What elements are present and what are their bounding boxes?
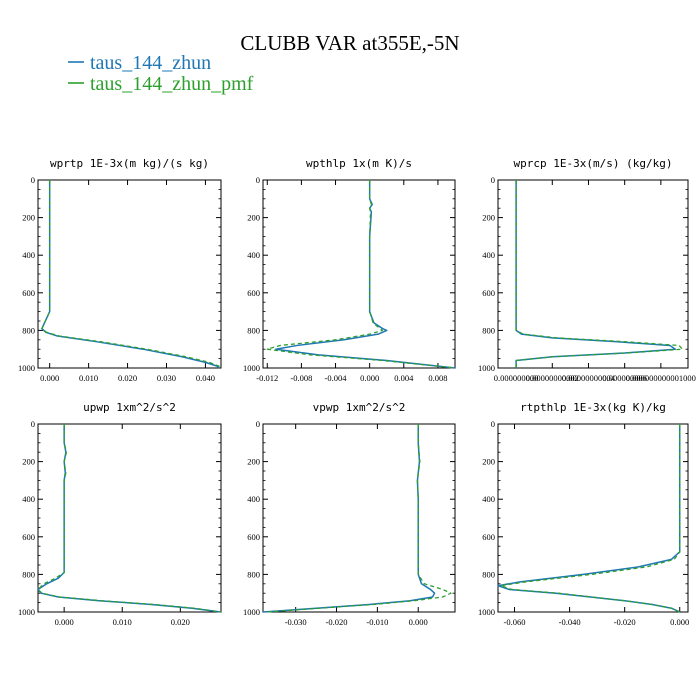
panel-2-ytick-label-2: 400 [482, 250, 495, 260]
panel-0-series-0 [41, 180, 220, 369]
panel-3-ytick-label-2: 400 [22, 494, 35, 504]
panel-1-xtick-label-3: 0.000 [360, 373, 379, 383]
panel-5-xtick-label-2: -0.020 [614, 617, 636, 627]
panel-1-xtick-label-2: -0.004 [325, 373, 348, 383]
panel-5-ytick-label-4: 800 [482, 569, 495, 579]
panel-0-title: wprtp 1E-3x(m kg)/(s kg) [50, 157, 209, 170]
panel-1: wpthlp 1x(m K)/s 0 200 400 600 800 1000-0.012 -… [243, 157, 456, 383]
panel-0-ytick-label-1: 200 [22, 213, 35, 223]
panel-4-ytick-label-0: 0 [256, 419, 260, 429]
panel-4-xtick-label-1: -0.020 [326, 617, 348, 627]
panel-0-series-1 [41, 180, 221, 369]
panel-4-xtick-label-2: -0.010 [366, 617, 388, 627]
panel-2-xtick-label-0: 0.000000000 [494, 373, 539, 383]
panel-5-series-1 [500, 424, 681, 613]
panel-2-ytick-label-5: 1000 [478, 363, 495, 373]
panel-3-series-1 [37, 424, 222, 613]
panel-3-ytick-label-4: 800 [22, 569, 35, 579]
panel-2-xtick-label-1: 0.00000000002 [526, 373, 579, 383]
panel-1-xtick-label-0: -0.012 [256, 373, 278, 383]
legend-label-0: taus_144_zhun [90, 52, 211, 74]
panel-2-ytick-label-1: 200 [482, 213, 495, 223]
panel-4-xtick-label-3: 0.000 [409, 617, 428, 627]
panel-2: wprcp 1E-3x(m/s) (kg/kg) 0 200 400 600 800 100… [478, 157, 696, 383]
panel-4-ytick-label-5: 1000 [243, 607, 260, 617]
panel-1-ytick-label-3: 600 [247, 288, 260, 298]
panel-0-frame [37, 179, 222, 369]
panel-2-title: wprcp 1E-3x(m/s) (kg/kg) [514, 157, 673, 170]
panel-0-xtick-label-1: 0.010 [79, 373, 98, 383]
panel-4-ytick-label-2: 400 [247, 494, 260, 504]
panel-2-xtick-label-3: 0.000000006 [602, 373, 647, 383]
panel-0-xtick-label-0: 0.000 [40, 373, 59, 383]
panel-5-series-0 [497, 424, 681, 613]
panel-5-ytick-label-3: 600 [482, 532, 495, 542]
panel-0-ytick-label-2: 400 [22, 250, 35, 260]
panel-0-ytick-label-0: 0 [31, 175, 35, 185]
panel-1-ytick-label-1: 200 [247, 213, 260, 223]
panel-2-xtick-label-4: 0.000000000001000 [626, 373, 696, 383]
panel-5-xtick-label-0: -0.060 [504, 617, 526, 627]
panel-5-frame [497, 423, 689, 613]
legend: taus_144_zhun taus_144_zhun_pmf [68, 52, 254, 95]
panel-3-xtick-label-1: 0.010 [113, 617, 132, 627]
panel-3-title: upwp 1xm^2/s^2 [83, 401, 176, 414]
panel-3-ytick-label-5: 1000 [18, 607, 35, 617]
panel-2-ytick-label-4: 800 [482, 325, 495, 335]
panel-1-series-0 [275, 180, 456, 369]
panel-3-ytick-label-1: 200 [22, 457, 35, 467]
panel-5-ytick-label-0: 0 [491, 419, 495, 429]
panel-5-ytick-label-2: 400 [482, 494, 495, 504]
panel-0-ytick-label-3: 600 [22, 288, 35, 298]
panel-0-xtick-label-3: 0.030 [157, 373, 176, 383]
panel-0-xtick-label-2: 0.020 [118, 373, 137, 383]
panel-5-ytick-label-1: 200 [482, 457, 495, 467]
panel-1-ytick-label-4: 800 [247, 325, 260, 335]
panel-3-xtick-label-0: 0.000 [55, 617, 74, 627]
panel-4-ytick-label-4: 800 [247, 569, 260, 579]
panel-1-xtick-label-5: 0.008 [428, 373, 447, 383]
panel-4: vpwp 1xm^2/s^2 0 200 400 600 800 1000 -0.030 -0.… [243, 401, 456, 627]
panel-4-series-1 [267, 424, 452, 613]
panel-2-ytick-label-0: 0 [491, 175, 495, 185]
legend-label-1: taus_144_zhun_pmf [90, 73, 254, 95]
panel-0-xtick-label-4: 0.040 [196, 373, 215, 383]
panel-1-ytick-label-5: 1000 [243, 363, 260, 373]
panel-1-series-1 [266, 180, 456, 369]
panel-2-xtick-label-2: 0.00000000004 [562, 373, 616, 383]
panel-3-ytick-label-0: 0 [31, 419, 35, 429]
figure-title: CLUBB VAR at355E,-5N [240, 31, 459, 55]
panel-5-title: rtpthlp 1E-3x(kg K)/kg [520, 401, 666, 414]
panel-4-ytick-label-1: 200 [247, 457, 260, 467]
panel-4-ytick-label-3: 600 [247, 532, 260, 542]
panel-1-frame [262, 179, 456, 369]
panel-5-ytick-label-5: 1000 [478, 607, 495, 617]
panel-5-xtick-label-1: -0.040 [559, 617, 581, 627]
panel-1-ytick-label-0: 0 [256, 175, 260, 185]
panel-5-xtick-label-3: 0.000 [670, 617, 689, 627]
panel-4-xtick-label-0: -0.030 [285, 617, 307, 627]
panel-1-xtick-label-4: 0.004 [394, 373, 414, 383]
panel-1-xtick-label-1: -0.008 [290, 373, 312, 383]
panel-3: upwp 1xm^2/s^2 0 200 400 600 800 1000 0.000 0.01… [18, 401, 222, 627]
panel-3-series-0 [37, 424, 222, 613]
panel-0-ytick-label-4: 800 [22, 325, 35, 335]
panel-0-ytick-label-5: 1000 [18, 363, 35, 373]
panel-3-xtick-label-2: 0.020 [171, 617, 190, 627]
panel-1-title: wpthlp 1x(m K)/s [306, 157, 412, 170]
panel-2-ytick-label-3: 600 [482, 288, 495, 298]
panel-4-series-0 [262, 424, 436, 613]
panel-4-title: vpwp 1xm^2/s^2 [313, 401, 406, 414]
panel-5: rtpthlp 1E-3x(kg K)/kg02004006008001000-… [478, 401, 689, 627]
panel-1-ytick-label-2: 400 [247, 250, 260, 260]
panels: wprtp 1E-3x(m kg)/(s kg) 0 200 400 600 800 100… [18, 157, 696, 627]
panel-2-series-1 [515, 180, 684, 368]
panel-0: wprtp 1E-3x(m kg)/(s kg) 0 200 400 600 800 100… [18, 157, 222, 383]
panel-3-ytick-label-3: 600 [22, 532, 35, 542]
